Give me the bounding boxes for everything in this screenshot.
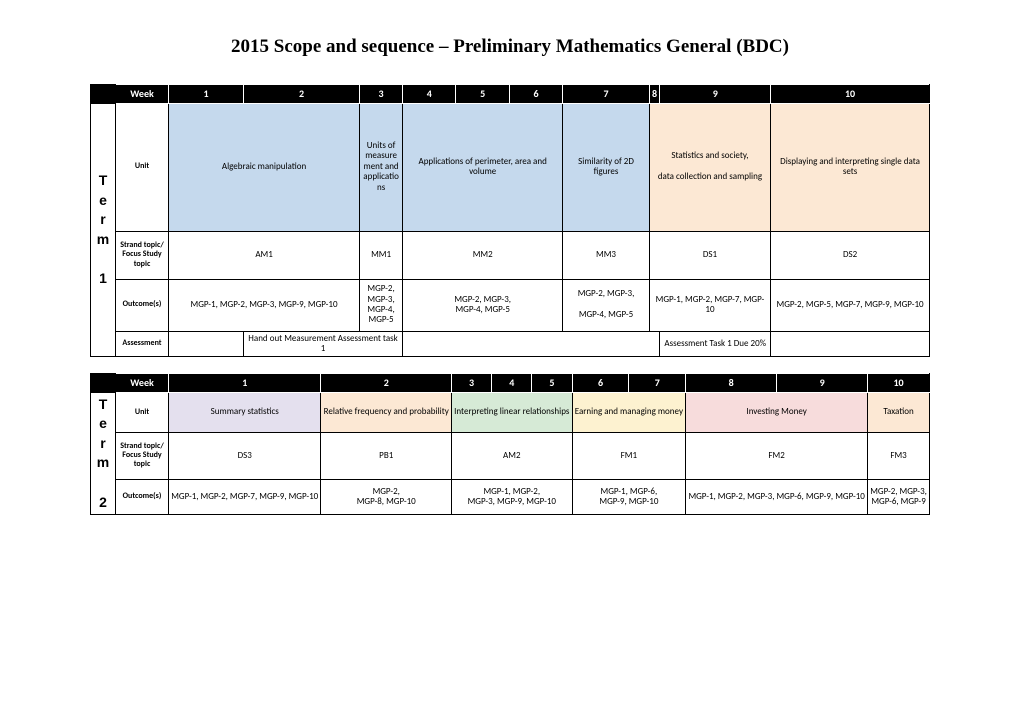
outcome-cell: MGP-1, MGP-2, MGP-7, MGP-9, MGP-10: [169, 479, 321, 514]
term1-outcome-row: Outcome(s) MGP-1, MGP-2, MGP-3, MGP-9, M…: [91, 279, 930, 331]
strand-cell: FM1: [572, 432, 686, 479]
term2-label: T e r m 2: [91, 392, 116, 515]
term1-table: Week 1 2 3 4 5 6 7 8 9 10 T e r m 1 Unit…: [90, 84, 930, 357]
outcome-row-label: Outcome(s): [116, 479, 169, 514]
week-num: 2: [243, 85, 359, 104]
week-num: 4: [403, 85, 456, 104]
unit-row-label: Unit: [116, 392, 169, 432]
unit-cell: Interpreting linear relationships: [451, 392, 572, 432]
term2-table: Week 1 2 3 4 5 6 7 8 9 10 T e r m 2 Unit…: [90, 373, 930, 515]
assessment-cell: [169, 331, 244, 357]
outcome-cell: MGP-1, MGP-2, MGP-3, MGP-9, MGP-10: [169, 279, 360, 331]
unit-cell: Summary statistics: [169, 392, 321, 432]
strand-cell: AM2: [451, 432, 572, 479]
outcome-cell: MGP-2, MGP-3, MGP-4, MGP-5: [360, 279, 403, 331]
unit-cell: Similarity of 2D figures: [563, 103, 650, 231]
strand-cell: MM1: [360, 231, 403, 279]
assessment-cell: [403, 331, 660, 357]
week-num: 10: [771, 85, 930, 104]
strand-cell: FM2: [686, 432, 868, 479]
outcome-cell: MGP-2, MGP-3, MGP-4, MGP-5: [563, 279, 650, 331]
week-num: 7: [629, 374, 686, 393]
outcome-cell: MGP-2, MGP-3, MGP-6, MGP-9: [868, 479, 930, 514]
strand-cell: DS2: [771, 231, 930, 279]
unit-cell: Taxation: [868, 392, 930, 432]
week-num: 5: [456, 85, 509, 104]
unit-cell: Algebraic manipulation: [169, 103, 360, 231]
assessment-row-label: Assessment: [116, 331, 169, 357]
outcome-cell: MGP-1, MGP-6, MGP-9, MGP-10: [572, 479, 686, 514]
term2-strand-row: Strand topic/ Focus Study topic DS3 PB1 …: [91, 432, 930, 479]
week-num: 6: [572, 374, 629, 393]
week-label: Week: [116, 374, 169, 393]
unit-cell: Applications of perimeter, area and volu…: [403, 103, 563, 231]
unit-cell: Relative frequency and probability: [321, 392, 452, 432]
unit-cell: Earning and managing money: [572, 392, 686, 432]
term2-outcome-row: Outcome(s) MGP-1, MGP-2, MGP-7, MGP-9, M…: [91, 479, 930, 514]
strand-cell: MM3: [563, 231, 650, 279]
strand-cell: DS3: [169, 432, 321, 479]
strand-cell: AM1: [169, 231, 360, 279]
outcome-cell: MGP-2, MGP-5, MGP-7, MGP-9, MGP-10: [771, 279, 930, 331]
term1-label: T e r m 1: [91, 103, 116, 357]
week-label: Week: [116, 85, 169, 104]
outcome-row-label: Outcome(s): [116, 279, 169, 331]
outcome-cell: MGP-1, MGP-2, MGP-3, MGP-6, MGP-9, MGP-1…: [686, 479, 868, 514]
assessment-cell: [771, 331, 930, 357]
outcome-cell: MGP-1, MGP-2, MGP-3, MGP-9, MGP-10: [451, 479, 572, 514]
week-num: 3: [451, 374, 491, 393]
strand-cell: PB1: [321, 432, 452, 479]
unit-cell: Units of measurement and applications: [360, 103, 403, 231]
assessment-cell: Assessment Task 1 Due 20%: [660, 331, 771, 357]
week-num: 8: [686, 374, 777, 393]
outcome-cell: MGP-2, MGP-8, MGP-10: [321, 479, 452, 514]
term2-unit-row: T e r m 2 Unit Summary statistics Relati…: [91, 392, 930, 432]
term1-unit-row: T e r m 1 Unit Algebraic manipulation Un…: [91, 103, 930, 231]
strand-cell: MM2: [403, 231, 563, 279]
week-num: 8: [649, 85, 660, 104]
unit-cell: Investing Money: [686, 392, 868, 432]
week-num: 9: [660, 85, 771, 104]
page-title: 2015 Scope and sequence – Preliminary Ma…: [90, 36, 930, 58]
week-num: 10: [868, 374, 930, 393]
week-num: 2: [321, 374, 452, 393]
week-num: 5: [532, 374, 572, 393]
week-num: 7: [563, 85, 650, 104]
term2-week-header: Week 1 2 3 4 5 6 7 8 9 10: [91, 374, 930, 393]
strand-row-label: Strand topic/ Focus Study topic: [116, 231, 169, 279]
strand-cell: FM3: [868, 432, 930, 479]
week-num: 3: [360, 85, 403, 104]
term1-week-header: Week 1 2 3 4 5 6 7 8 9 10: [91, 85, 930, 104]
week-num: 1: [169, 85, 244, 104]
outcome-cell: MGP-2, MGP-3, MGP-4, MGP-5: [403, 279, 563, 331]
corner-cell: [91, 374, 116, 393]
strand-cell: DS1: [649, 231, 770, 279]
unit-row-label: Unit: [116, 103, 169, 231]
week-num: 1: [169, 374, 321, 393]
strand-row-label: Strand topic/ Focus Study topic: [116, 432, 169, 479]
week-num: 4: [492, 374, 532, 393]
unit-cell: Displaying and interpreting single data …: [771, 103, 930, 231]
unit-cell: Statistics and society, data collection …: [649, 103, 770, 231]
term1-assessment-row: Assessment Hand out Measurement Assessme…: [91, 331, 930, 357]
assessment-cell: Hand out Measurement Assessment task 1: [243, 331, 402, 357]
corner-cell: [91, 85, 116, 104]
term1-strand-row: Strand topic/ Focus Study topic AM1 MM1 …: [91, 231, 930, 279]
week-num: 9: [777, 374, 868, 393]
week-num: 6: [509, 85, 562, 104]
outcome-cell: MGP-1, MGP-2, MGP-7, MGP-10: [649, 279, 770, 331]
